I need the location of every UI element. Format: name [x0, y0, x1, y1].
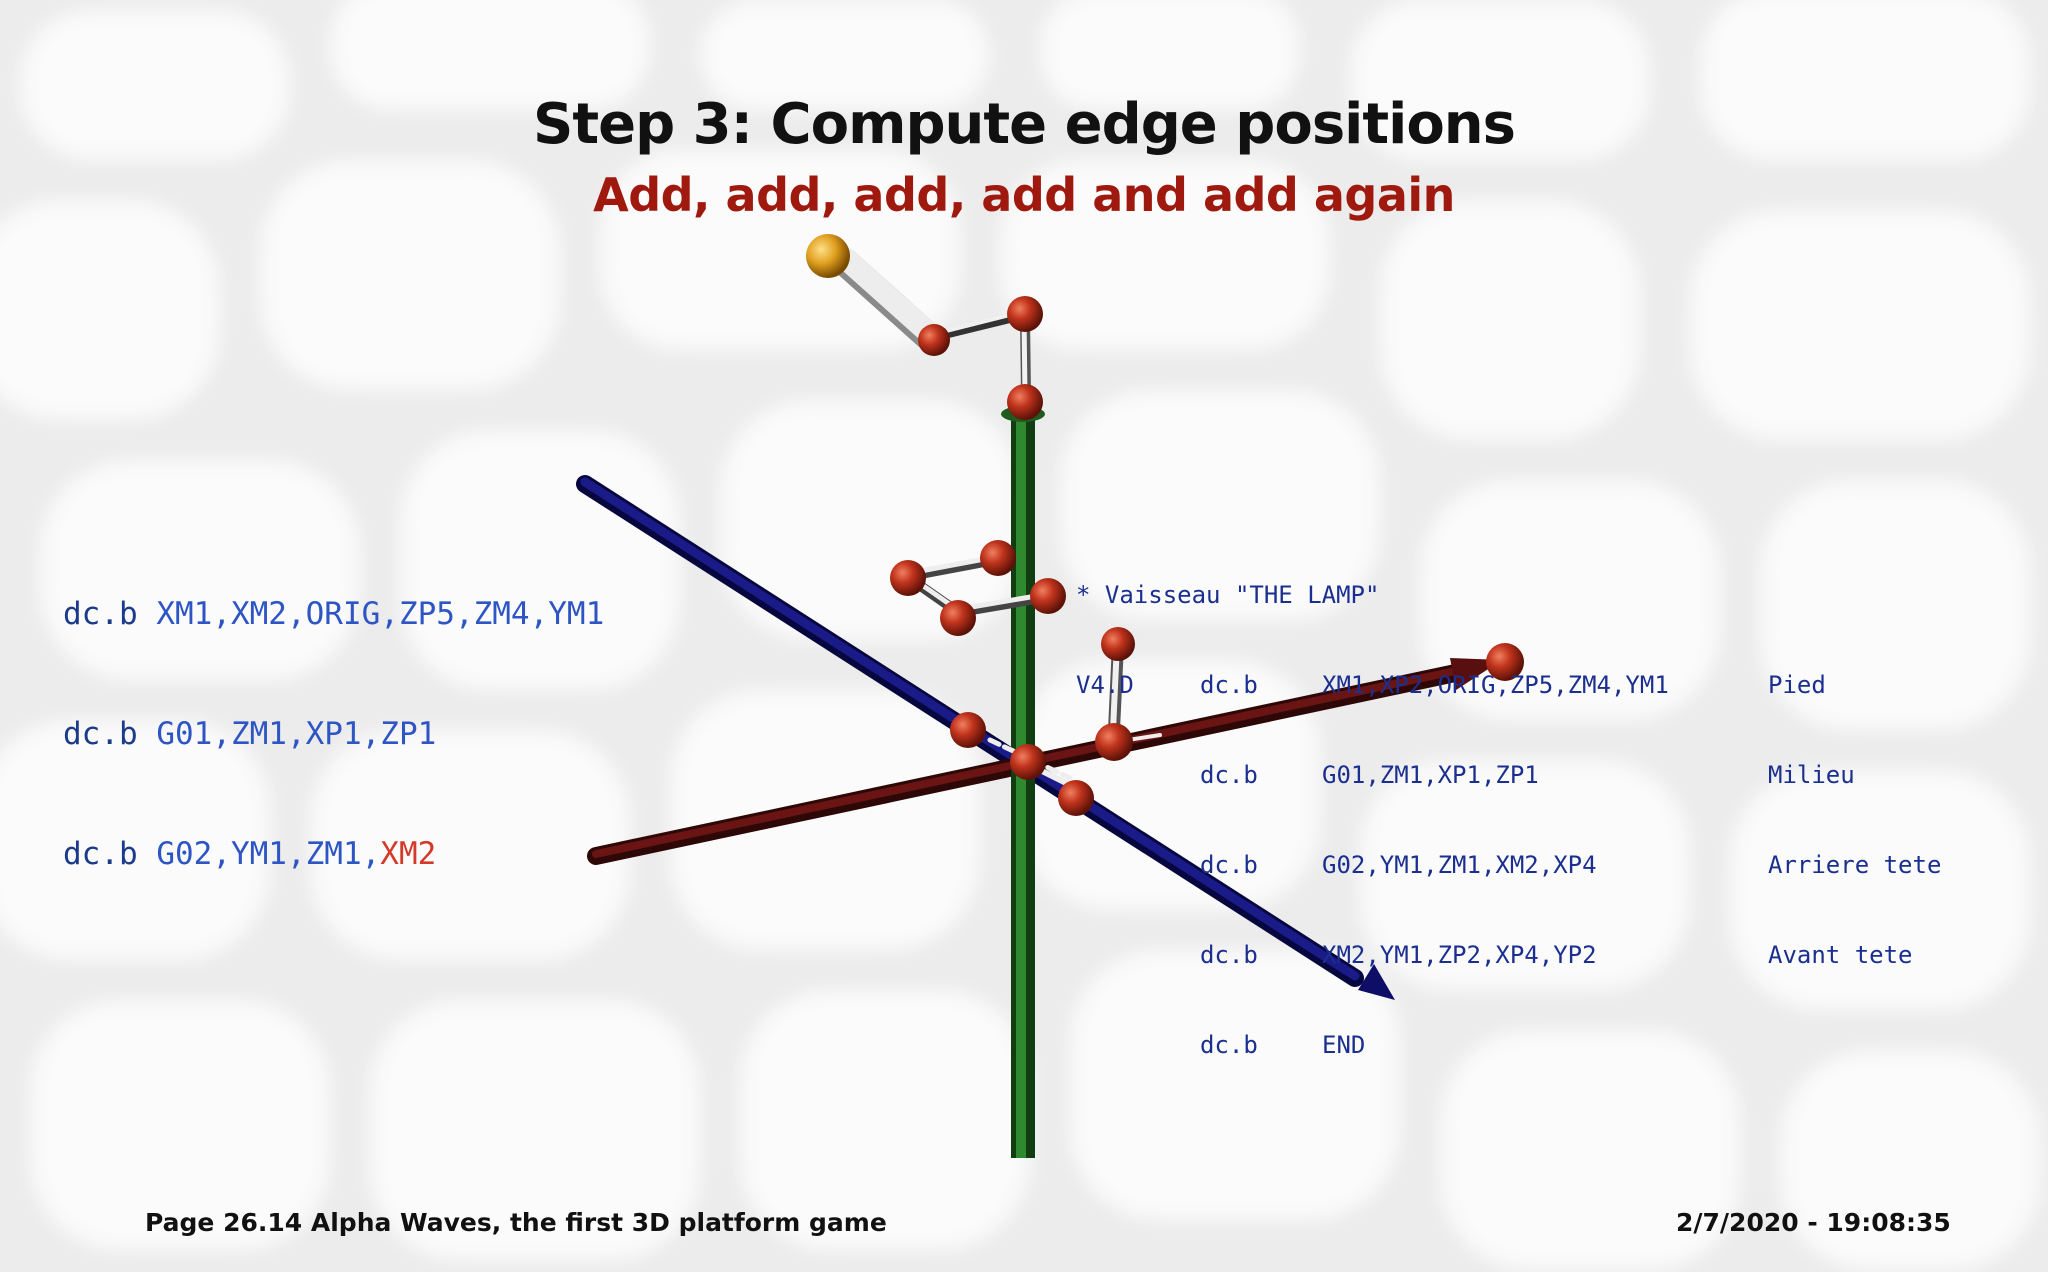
vertex-node — [1030, 578, 1066, 614]
origin-ball-node — [806, 234, 850, 278]
code-args: G01,ZM1,XP1,ZP1 — [156, 716, 437, 752]
code-op: dc.b — [63, 716, 138, 752]
vertex-nodes — [806, 234, 1524, 816]
vertex-node — [1095, 723, 1133, 761]
code-op: dc.b — [63, 836, 138, 872]
vertex-node — [918, 324, 950, 356]
page-number: Page 26.14 — [145, 1208, 303, 1237]
listing-comment-line: * Vaisseau "THE LAMP" — [1076, 581, 1380, 609]
vertex-node — [1486, 643, 1524, 681]
vertex-node — [1101, 627, 1135, 661]
slide-subtitle: Add, add, add, add and add again — [593, 168, 1455, 222]
listing-comment: Arriere tete — [1768, 851, 1942, 879]
vertex-node — [1010, 744, 1046, 780]
listing-args: G02,YM1,ZM1,XM2,XP4 — [1322, 851, 1597, 879]
listing-comment: Pied — [1768, 671, 1826, 699]
code-highlight: XM2 — [380, 836, 437, 872]
listing-row: dc.b END — [1076, 1030, 1976, 1060]
vertex-node — [1007, 384, 1043, 420]
listing-op: dc.b — [1200, 851, 1258, 879]
listing-label: V4.D — [1076, 671, 1134, 699]
footer-caption: Alpha Waves, the first 3D platform game — [310, 1208, 887, 1237]
code-args: G02,YM1,ZM1, — [156, 836, 381, 872]
footer-page-caption: Page 26.14 Alpha Waves, the first 3D pla… — [145, 1208, 887, 1237]
listing-row: dc.b G01,ZM1,XP1,ZP1 Milieu — [1076, 760, 1976, 790]
vertex-node — [1058, 780, 1094, 816]
listing-args: END — [1322, 1031, 1366, 1059]
vertex-node — [950, 712, 986, 748]
listing-args: G01,ZM1,XP1,ZP1 — [1322, 761, 1539, 789]
vertex-node — [940, 600, 976, 636]
vertex-node — [890, 560, 926, 596]
z-axis-arrow-icon — [1358, 964, 1395, 1000]
listing-op: dc.b — [1200, 1031, 1258, 1059]
listing-op: dc.b — [1200, 941, 1258, 969]
listing-op: dc.b — [1200, 671, 1258, 699]
code-line: dc.b G02,YM1,ZM1,XM2 — [63, 834, 604, 874]
listing-args: XM2,YM1,ZP2,XP4,YP2 — [1322, 941, 1597, 969]
code-op: dc.b — [63, 596, 138, 632]
listing-op: dc.b — [1200, 761, 1258, 789]
listing-row: dc.b XM2,YM1,ZP2,XP4,YP2 Avant tete — [1076, 940, 1976, 970]
listing-row: dc.b G02,YM1,ZM1,XM2,XP4 Arriere tete — [1076, 850, 1976, 880]
code-left-block: dc.b XM1,XM2,ORIG,ZP5,ZM4,YM1 dc.b G01,Z… — [63, 514, 604, 914]
y-axis — [1001, 404, 1045, 1158]
listing-comment: Avant tete — [1768, 941, 1913, 969]
listing-row: V4.D dc.b XM1,XP2,ORIG,ZP5,ZM4,YM1 Pied — [1076, 670, 1976, 700]
listing-comment: Milieu — [1768, 761, 1855, 789]
vertex-node — [980, 540, 1016, 576]
assembly-listing: * Vaisseau "THE LAMP" V4.D dc.b XM1,XP2,… — [1076, 520, 1976, 1090]
footer-timestamp: 2/7/2020 - 19:08:35 — [1676, 1208, 1951, 1237]
code-line: dc.b XM1,XM2,ORIG,ZP5,ZM4,YM1 — [63, 594, 604, 634]
slide-title: Step 3: Compute edge positions — [533, 92, 1516, 157]
code-line: dc.b G01,ZM1,XP1,ZP1 — [63, 714, 604, 754]
code-args: XM1,XM2,ORIG,ZP5,ZM4,YM1 — [156, 596, 605, 632]
listing-args: XM1,XP2,ORIG,ZP5,ZM4,YM1 — [1322, 671, 1669, 699]
vertex-node — [1007, 296, 1043, 332]
